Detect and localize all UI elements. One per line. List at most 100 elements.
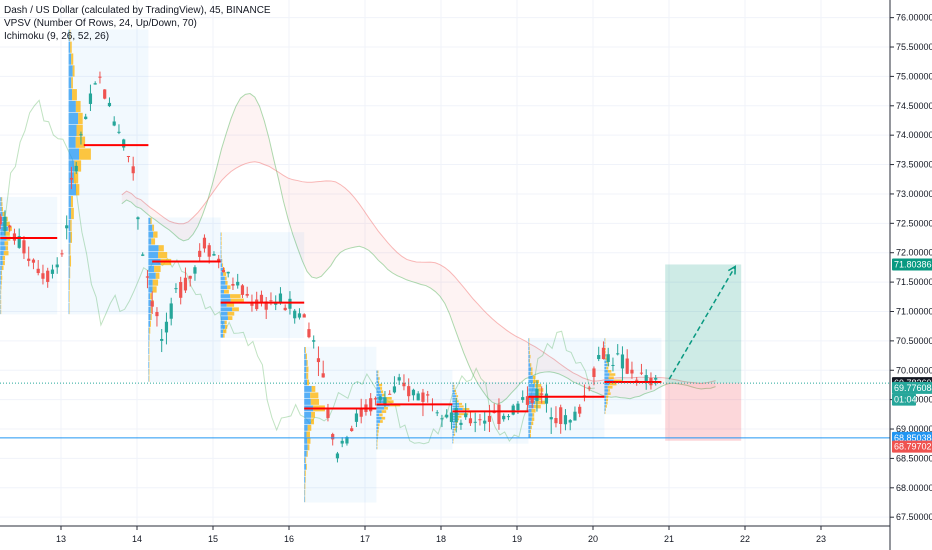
candle-body <box>112 121 116 126</box>
volume-row-up <box>0 285 1 290</box>
volume-row-up <box>304 366 307 373</box>
volume-row-up <box>528 417 532 421</box>
volume-profile-bars <box>0 29 622 503</box>
volume-row-up <box>304 470 305 477</box>
volume-row-up <box>68 112 79 125</box>
candle-body <box>193 267 197 274</box>
volume-row-up <box>376 390 381 394</box>
volume-row-up <box>148 279 153 286</box>
candle-body <box>654 377 658 380</box>
volume-row-down <box>2 255 6 261</box>
time-tick-label: 15 <box>208 534 218 544</box>
volume-row-down <box>456 418 460 421</box>
volume-row-down <box>70 41 72 53</box>
volume-row-up <box>452 438 454 441</box>
volume-row-down <box>310 398 319 405</box>
volume-row-up <box>604 360 607 364</box>
arrow-head <box>727 265 736 275</box>
volume-row-up <box>148 231 154 238</box>
volume-row-up <box>220 254 222 259</box>
candle-body <box>497 404 501 424</box>
volume-row-down <box>75 100 81 113</box>
candle-body <box>183 277 188 291</box>
volume-row-up <box>528 367 532 371</box>
candle-body <box>217 258 221 263</box>
volume-row-up <box>148 334 150 341</box>
long-position-tool[interactable] <box>665 264 742 441</box>
volume-row-up <box>220 285 228 290</box>
volume-row-down <box>459 405 464 408</box>
volume-row-up <box>528 388 538 392</box>
candle-body <box>359 409 363 417</box>
volume-row-down <box>378 380 380 384</box>
candle-body <box>354 413 359 422</box>
volume-row-up <box>604 376 609 380</box>
volume-row-down <box>606 366 609 370</box>
candle-body <box>378 396 382 401</box>
volume-row-down <box>605 405 607 408</box>
volume-row-up <box>604 408 606 411</box>
volume-row-up <box>604 366 607 370</box>
volume-row-up <box>528 379 533 384</box>
candle-body <box>388 393 392 395</box>
volume-row-down <box>531 409 536 413</box>
volume-row-up <box>528 375 533 380</box>
candle-body <box>245 293 249 296</box>
candle-body <box>259 294 264 303</box>
volume-row-up <box>604 373 610 376</box>
candle-body <box>516 403 520 411</box>
time-tick-label: 23 <box>816 534 826 544</box>
volume-row-down <box>73 172 79 184</box>
candle-body <box>307 329 311 338</box>
volume-row-down <box>150 217 152 225</box>
volume-row-up <box>304 353 306 360</box>
candle-body <box>383 397 387 405</box>
volume-row-down <box>607 392 611 395</box>
volume-row-down <box>4 231 10 236</box>
candle-body <box>160 338 164 341</box>
candle-body <box>630 369 634 374</box>
candle-body <box>198 250 202 257</box>
volume-row-down <box>227 311 235 316</box>
candle-body <box>478 419 482 421</box>
volume-row-down <box>604 341 606 344</box>
volume-row-up <box>0 251 4 256</box>
vpsv-indicator-label[interactable]: VPSV (Number Of Rows, 24, Up/Down, 70) <box>4 18 197 29</box>
volume-row-down <box>530 425 532 430</box>
volume-row-up <box>528 409 532 413</box>
volume-row-up <box>604 395 607 399</box>
candle-body <box>592 368 596 377</box>
price-tag-label: 01:04 <box>894 395 917 405</box>
volume-row-down <box>531 417 535 421</box>
volume-row-up <box>68 160 75 172</box>
price-tags: 71.80386869.78260769.77608401:0468.85038… <box>892 258 932 453</box>
volume-row-down <box>152 286 157 293</box>
candle-body <box>440 418 444 420</box>
volume-row-down <box>221 232 222 237</box>
volume-row-up <box>68 267 70 279</box>
candle-body <box>611 364 615 366</box>
candle-body <box>392 386 397 393</box>
volume-row-down <box>532 413 535 417</box>
volume-row-down <box>531 367 533 371</box>
ichimoku-indicator-label[interactable]: Ichimoku (9, 26, 52, 26) <box>4 31 110 42</box>
volume-row-down <box>69 290 70 303</box>
candle-body <box>416 393 420 401</box>
candle-body <box>426 394 430 396</box>
symbol-title[interactable]: Dash / US Dollar (calculated by TradingV… <box>4 5 271 16</box>
projection-arrow[interactable] <box>668 265 736 380</box>
volume-row-down <box>455 392 457 395</box>
volume-row-down <box>453 428 456 431</box>
volume-row-up <box>0 295 1 300</box>
volume-row-down <box>380 387 383 390</box>
volume-row-up <box>68 29 70 41</box>
volume-row-up <box>528 342 529 346</box>
volume-row-down <box>75 136 86 148</box>
candle-body <box>69 177 74 180</box>
candle-body <box>445 414 449 418</box>
volume-row-up <box>376 370 378 374</box>
volume-row-down <box>223 289 229 294</box>
price-tick-label: 75.000000 <box>896 71 932 81</box>
volume-row-down <box>3 251 9 256</box>
